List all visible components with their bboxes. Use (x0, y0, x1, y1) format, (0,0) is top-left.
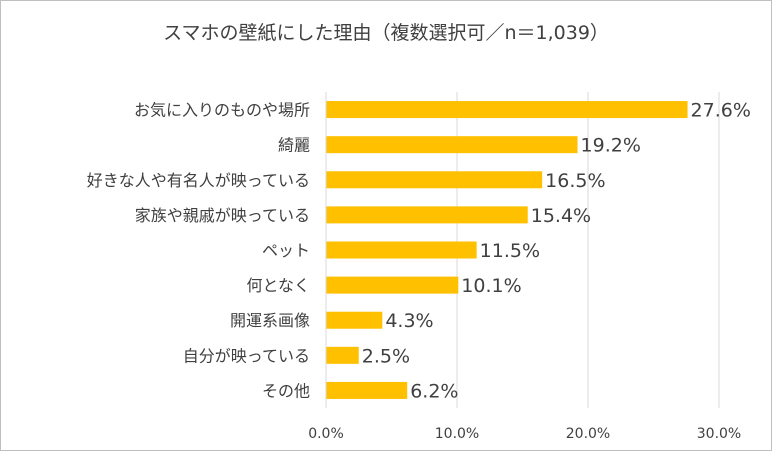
data-label: 2.5% (362, 345, 410, 367)
data-label: 10.1% (461, 275, 521, 297)
bar (326, 381, 408, 399)
bar (326, 171, 543, 189)
x-tick-label: 20.0% (566, 426, 610, 442)
category-label: ペット (262, 241, 310, 260)
bar (326, 276, 459, 294)
data-label: 15.4% (531, 205, 591, 227)
data-label: 19.2% (581, 135, 641, 157)
x-tick-label: 30.0% (697, 426, 741, 442)
category-label: 家族や親戚が映っている (135, 206, 310, 225)
bar (326, 136, 578, 154)
category-label: お気に入りのものや場所 (134, 101, 310, 120)
category-label: その他 (262, 381, 310, 400)
data-label: 27.6% (691, 100, 751, 122)
data-label: 16.5% (545, 170, 605, 192)
category-label: 綺麗 (278, 136, 310, 155)
data-label: 6.2% (410, 380, 458, 402)
bar (326, 311, 383, 329)
category-label: 何となく (246, 276, 310, 295)
x-tick-label: 10.0% (435, 426, 479, 442)
category-label: 自分が映っている (183, 346, 310, 365)
data-label: 4.3% (385, 310, 433, 332)
bar (326, 241, 477, 259)
category-label: 開運系画像 (230, 311, 310, 330)
bar (326, 346, 359, 364)
x-tick-label: 0.0% (308, 426, 344, 442)
data-label: 11.5% (480, 240, 540, 262)
chart-title: スマホの壁紙にした理由（複数選択可／n＝1,039） (163, 22, 609, 44)
bar (326, 101, 688, 119)
bar (326, 206, 528, 224)
category-label: 好きな人や有名人が映っている (87, 171, 310, 190)
